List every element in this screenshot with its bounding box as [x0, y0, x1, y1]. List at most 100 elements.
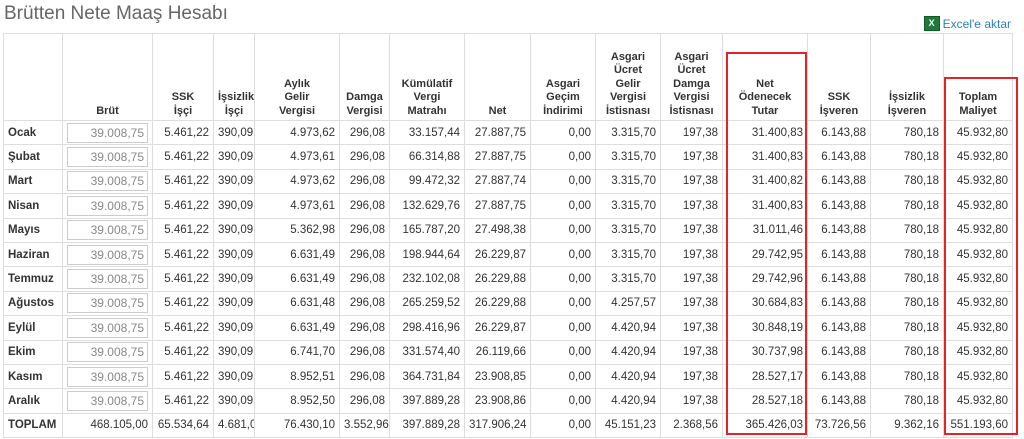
table-body: Ocak 39.008,75 5.461,22 390,09 4.973,62 296,0…	[3, 119, 1013, 439]
cell: 45.932,80	[943, 241, 1013, 268]
gross-input[interactable]: 39.008,75	[67, 366, 148, 387]
header-line: Damga	[346, 91, 383, 103]
cell: 45.932,80	[943, 315, 1013, 341]
cell: 45.932,80	[943, 388, 1013, 414]
header-line: Asgari	[545, 77, 581, 90]
cell: 296,08	[339, 193, 390, 219]
export-link[interactable]: Excel'e aktar	[942, 16, 1011, 31]
header-line: Asgari	[610, 50, 646, 63]
cell: 45.932,80	[943, 217, 1013, 243]
cell: 3.315,70	[595, 217, 661, 243]
cell: 0,00	[530, 339, 596, 365]
header-line: İşsizlik	[888, 91, 926, 103]
gross-input[interactable]: 39.008,75	[67, 342, 148, 363]
export-excel[interactable]: X Excel'e aktar	[923, 16, 1011, 31]
total-row: TOPLAM468.105,0065.534,644.681,0876.430,…	[3, 412, 1013, 439]
excel-icon: X	[923, 16, 940, 31]
cell: 8.952,51	[254, 363, 340, 390]
cell: 317.906,24	[464, 412, 531, 439]
header-line: Kümülatif	[401, 77, 453, 90]
cell: 6.143,88	[807, 315, 871, 341]
cell: 5.461,22	[152, 144, 214, 170]
month-row: Ocak 39.008,75 5.461,22 390,09 4.973,62 296,0…	[3, 119, 1013, 146]
header-line: İşçi	[224, 104, 244, 117]
cell: 296,08	[339, 217, 390, 243]
cell: 27.887,75	[464, 144, 531, 170]
cell: 6.143,88	[807, 339, 871, 365]
cell: 296,08	[339, 119, 390, 146]
gross-input[interactable]: 39.008,75	[67, 317, 148, 338]
cell: 197,38	[660, 339, 723, 365]
cell: 390,09	[213, 266, 255, 292]
cell: 45.932,80	[943, 168, 1013, 195]
cell: 780,18	[870, 266, 944, 292]
cell: 6.143,88	[807, 144, 871, 170]
cell: 198.944,64	[389, 241, 465, 268]
header-line: Toplam	[958, 91, 998, 103]
cell: 27.887,75	[464, 119, 531, 146]
gross-input[interactable]: 39.008,75	[67, 122, 148, 143]
gross-input[interactable]: 39.008,75	[67, 220, 148, 241]
cell: 45.151,23	[595, 412, 661, 439]
gross-input[interactable]: 39.008,75	[67, 171, 148, 192]
gross-input[interactable]: 39.008,75	[67, 147, 148, 168]
cell: 390,09	[213, 119, 255, 146]
cell: 397.889,28	[389, 388, 465, 414]
cell: 3.315,70	[595, 241, 661, 268]
cell: 197,38	[660, 241, 723, 268]
gross-input[interactable]: 39.008,75	[67, 244, 148, 265]
cell: 3.552,96	[339, 412, 390, 439]
header-line: İşveren	[819, 104, 859, 117]
cell: 232.102,08	[389, 266, 465, 292]
cell: 6.143,88	[807, 193, 871, 219]
cell: 298.416,96	[389, 315, 465, 341]
cell: 45.932,80	[943, 363, 1013, 390]
cell: 27.498,38	[464, 217, 531, 243]
cell: 26.229,88	[464, 290, 531, 317]
cell: 99.472,32	[389, 168, 465, 195]
cell: 23.908,85	[464, 363, 531, 390]
column-header: Brüt	[62, 33, 153, 121]
cell: 39.008,75	[62, 168, 153, 195]
gross-input[interactable]: 39.008,75	[67, 195, 148, 216]
cell: 780,18	[870, 144, 944, 170]
cell: 132.629,76	[389, 193, 465, 219]
cell: 27.887,74	[464, 168, 531, 195]
cell: 197,38	[660, 193, 723, 219]
cell: 0,00	[530, 412, 596, 439]
cell: 4.973,61	[254, 193, 340, 219]
cell: 28.527,18	[722, 388, 808, 414]
cell: 26.229,87	[464, 241, 531, 268]
cell: 6.143,88	[807, 119, 871, 146]
cell: 6.143,88	[807, 363, 871, 390]
cell: 6.741,70	[254, 339, 340, 365]
cell: 45.932,80	[943, 339, 1013, 365]
cell: 65.534,64	[152, 412, 214, 439]
row-label: Ocak	[3, 119, 63, 146]
cell: 197,38	[660, 388, 723, 414]
header-line: Aylık	[284, 77, 310, 90]
cell: 296,08	[339, 363, 390, 390]
header-line: Net	[756, 77, 774, 90]
row-label: Mart	[3, 168, 63, 195]
cell: 197,38	[660, 217, 723, 243]
header-line: Damga	[673, 77, 710, 90]
cell: 31.400,82	[722, 168, 808, 195]
header-line: SSK	[827, 91, 851, 103]
header-line: Matrahı	[407, 104, 447, 117]
cell: 39.008,75	[62, 241, 153, 268]
cell: 45.932,80	[943, 119, 1013, 146]
cell: 780,18	[870, 217, 944, 243]
month-row: Ekim 39.008,75 5.461,22 390,09 6.741,70 296,0…	[3, 339, 1013, 365]
month-row: Nisan 39.008,75 5.461,22 390,09 4.973,61 296,…	[3, 193, 1013, 219]
cell: 296,08	[339, 168, 390, 195]
cell: 5.461,22	[152, 339, 214, 365]
cell: 4.973,62	[254, 168, 340, 195]
gross-input[interactable]: 39.008,75	[67, 293, 148, 314]
gross-input[interactable]: 39.008,75	[67, 269, 148, 290]
gross-input[interactable]: 39.008,75	[67, 390, 148, 411]
cell: 197,38	[660, 315, 723, 341]
cell: 197,38	[660, 363, 723, 390]
cell: 6.143,88	[807, 217, 871, 243]
header-row: Brüt SSK İşçi İşsizlik İşçi Aylık Gelir Vergisi…	[3, 33, 1013, 121]
